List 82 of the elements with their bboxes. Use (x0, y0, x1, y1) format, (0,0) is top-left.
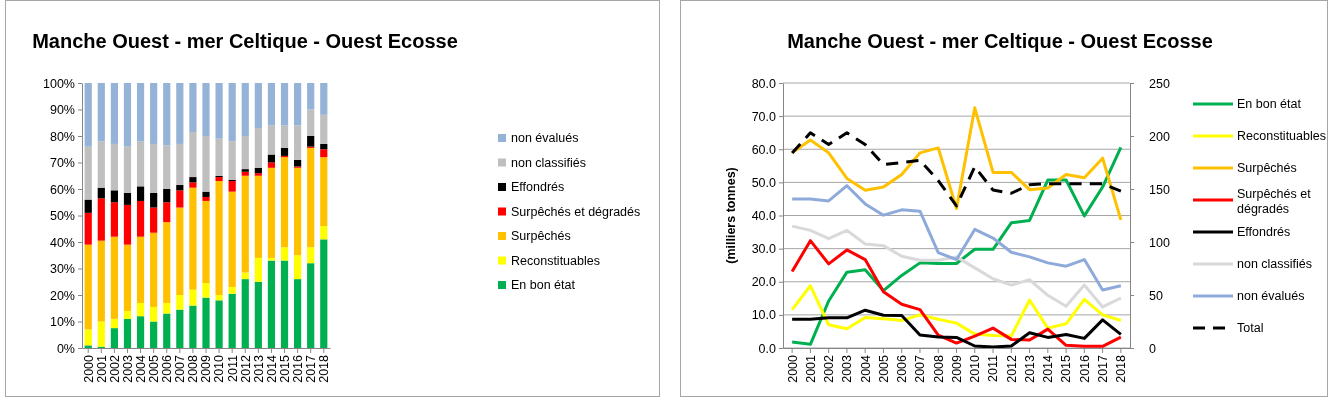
x-tick-label: 2016 (290, 354, 305, 383)
x-tick-label: 2017 (304, 354, 319, 383)
y-tick-label: 20.0 (751, 275, 777, 290)
chart-title: Manche Ouest - mer Celtique - Ouest Ecosse (32, 30, 458, 52)
x-tick-label: 2006 (895, 354, 910, 383)
y-tick-label: 100% (43, 76, 75, 91)
x-tick-label: 2004 (133, 354, 148, 383)
x-tick-label: 2003 (840, 354, 855, 383)
x-tick-label: 2000 (785, 354, 800, 383)
x-tick-label: 2010 (968, 354, 983, 383)
y-tick-label: 80.0 (751, 76, 777, 91)
x-tick-label: 2018 (317, 354, 332, 383)
y2-tick-label: 200 (1149, 129, 1170, 144)
x-tick-label: 2002 (107, 354, 122, 383)
legend-label: Total (1237, 321, 1264, 336)
x-tick-label: 2012 (1004, 354, 1019, 383)
legend-label: Surpêchés (1237, 161, 1297, 176)
legend-label: En bon état (511, 278, 576, 293)
y-tick-label: 30.0 (751, 242, 777, 257)
x-tick-label: 2010 (212, 354, 227, 383)
legend-label: En bon état (1237, 97, 1302, 112)
x-tick-label: 2015 (1059, 354, 1074, 383)
legend-label: Reconstituables (511, 253, 600, 268)
y-tick-label: 10% (49, 315, 75, 329)
legend-label: non classifiés (1237, 257, 1313, 272)
y2-tick-label: 250 (1149, 76, 1170, 91)
legend-label: Effondrés (511, 180, 565, 195)
legend-label: Reconstituables (1237, 129, 1326, 144)
x-tick-label: 2003 (120, 354, 135, 383)
y-tick-label: 50.0 (751, 175, 777, 190)
y-tick-label: 70.0 (751, 109, 777, 124)
y2-tick-label: 50 (1149, 288, 1163, 303)
legend-label: Surpêchés et dégradés (511, 204, 641, 219)
x-tick-label: 2007 (173, 354, 188, 383)
y2-tick-label: 100 (1149, 235, 1170, 250)
y-tick-label: 40% (49, 235, 75, 250)
y-tick-label: 10.0 (751, 308, 777, 323)
legend-label: non classifiés (511, 155, 587, 170)
y-tick-label: 70% (49, 156, 75, 170)
x-tick-label: 2008 (186, 354, 201, 383)
legend-label: non évalués (511, 131, 579, 146)
y2-tick-label: 0 (1149, 341, 1156, 356)
x-tick-label: 2017 (1095, 354, 1110, 383)
x-tick-label: 2011 (986, 354, 1001, 382)
x-tick-label: 2014 (264, 354, 279, 383)
x-tick-label: 2004 (858, 354, 873, 383)
y-tick-label: 40.0 (751, 209, 777, 223)
y-tick-label: 60.0 (751, 142, 777, 157)
x-tick-label: 2007 (913, 354, 928, 383)
y-tick-label: 80% (49, 129, 75, 144)
x-tick-label: 2005 (147, 354, 162, 383)
legend-label: Surpêchés et dégradés (1237, 186, 1312, 216)
x-tick-label: 2016 (1077, 354, 1092, 383)
x-tick-label: 2009 (199, 354, 214, 383)
x-tick-label: 2002 (822, 354, 837, 383)
x-tick-label: 2001 (94, 354, 109, 383)
y-tick-label: 60% (49, 182, 75, 197)
y-tick-label: 30% (49, 262, 75, 276)
x-tick-label: 2018 (1114, 354, 1129, 383)
x-tick-label: 2011 (225, 354, 240, 382)
x-tick-label: 2006 (160, 354, 175, 383)
y-tick-label: 0.0 (758, 341, 777, 356)
legend-label: Surpêchés (511, 229, 571, 244)
y-tick-label: 50% (49, 209, 75, 223)
x-tick-label: 2012 (238, 354, 253, 383)
y2-tick-label: 150 (1149, 182, 1170, 197)
x-tick-label: 2005 (876, 354, 891, 383)
legend-label: Effondrés (1237, 225, 1291, 240)
y-tick-label: 20% (49, 288, 75, 303)
x-tick-label: 2000 (81, 354, 96, 383)
y-axis-title: (milliers tonnes) (724, 167, 738, 264)
chart-title: Manche Ouest - mer Celtique - Ouest Ecosse (787, 30, 1213, 52)
y-tick-label: 90% (49, 103, 75, 117)
x-tick-label: 2001 (803, 354, 818, 383)
x-tick-label: 2014 (1041, 354, 1056, 383)
x-tick-label: 2008 (931, 354, 946, 383)
x-tick-label: 2013 (1022, 354, 1037, 383)
x-tick-label: 2009 (949, 354, 964, 383)
x-tick-label: 2013 (251, 354, 266, 383)
x-tick-label: 2015 (277, 354, 292, 383)
y-tick-label: 0% (56, 341, 75, 356)
legend-label: non évalués (1237, 289, 1305, 304)
